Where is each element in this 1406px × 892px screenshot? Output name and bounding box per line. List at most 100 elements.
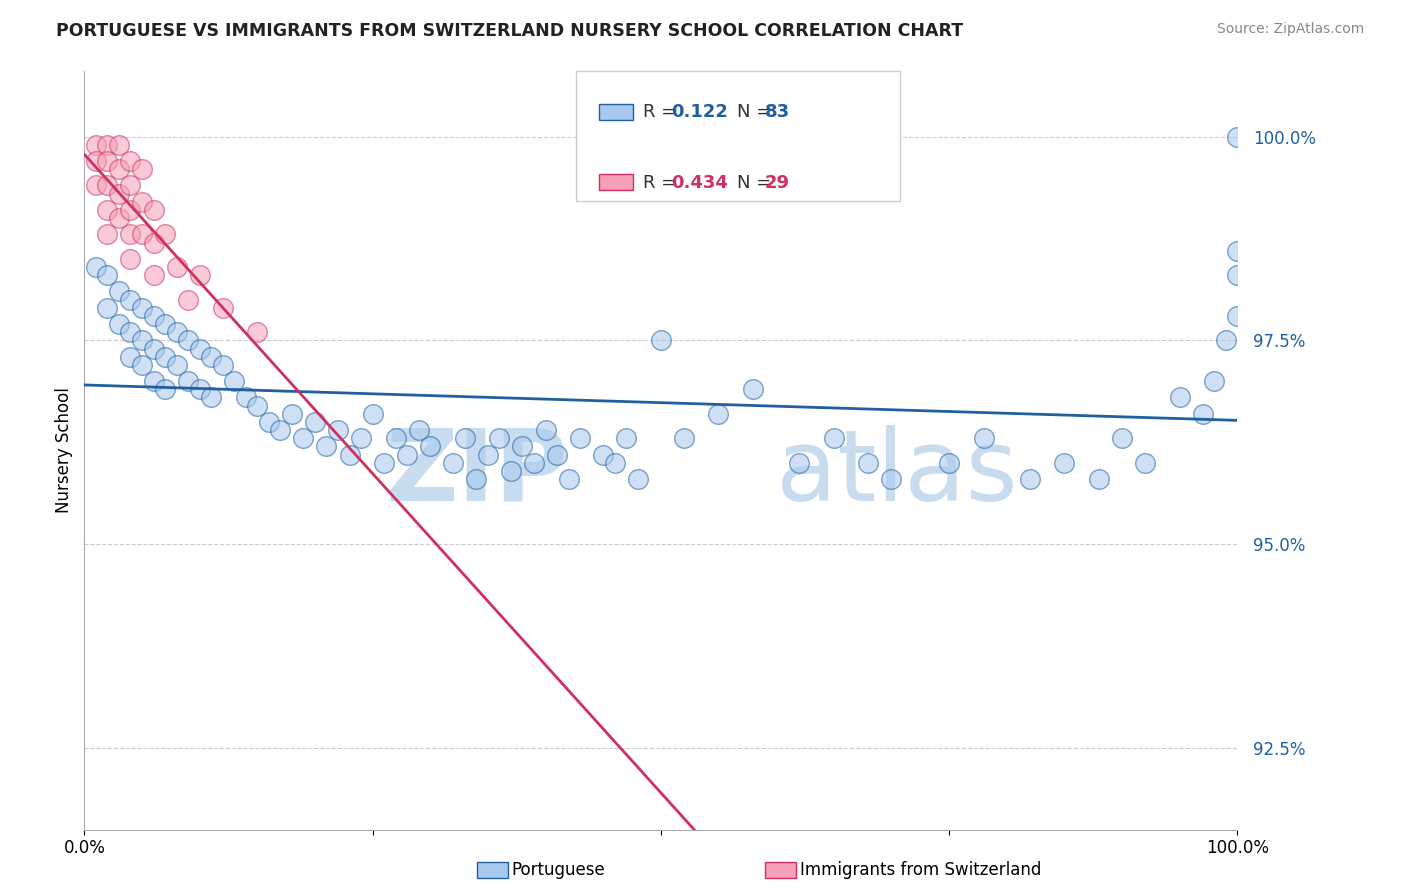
- Point: [1133, 456, 1156, 470]
- Point: [108, 285, 131, 299]
- Point: [787, 456, 810, 470]
- Point: [131, 358, 153, 372]
- Point: [534, 423, 557, 437]
- Point: [166, 260, 188, 274]
- Point: [131, 227, 153, 242]
- Text: N =: N =: [737, 174, 776, 192]
- Text: Source: ZipAtlas.com: Source: ZipAtlas.com: [1216, 22, 1364, 37]
- Point: [742, 382, 765, 396]
- Point: [131, 334, 153, 348]
- Text: R =: R =: [643, 174, 682, 192]
- Point: [211, 301, 233, 315]
- Point: [973, 431, 995, 445]
- Point: [569, 431, 592, 445]
- Point: [1204, 374, 1226, 388]
- Point: [108, 137, 131, 152]
- Text: PORTUGUESE VS IMMIGRANTS FROM SWITZERLAND NURSERY SCHOOL CORRELATION CHART: PORTUGUESE VS IMMIGRANTS FROM SWITZERLAN…: [56, 22, 963, 40]
- Point: [84, 178, 107, 193]
- Point: [880, 472, 903, 486]
- Text: R =: R =: [643, 103, 682, 121]
- Text: N =: N =: [737, 103, 776, 121]
- Point: [281, 407, 304, 421]
- Point: [120, 154, 142, 169]
- Point: [1053, 456, 1076, 470]
- Point: [315, 439, 337, 453]
- Point: [96, 227, 118, 242]
- Point: [188, 382, 211, 396]
- Point: [465, 472, 488, 486]
- Point: [96, 301, 118, 315]
- Point: [108, 211, 131, 226]
- Point: [142, 202, 165, 217]
- Point: [96, 178, 118, 193]
- Point: [84, 137, 107, 152]
- Text: Immigrants from Switzerland: Immigrants from Switzerland: [800, 861, 1042, 879]
- Point: [108, 317, 131, 331]
- Point: [188, 342, 211, 356]
- Point: [84, 260, 107, 274]
- Point: [384, 431, 406, 445]
- Point: [408, 423, 430, 437]
- Point: [1215, 334, 1237, 348]
- Point: [120, 293, 142, 307]
- Point: [257, 415, 280, 429]
- Text: 0.122: 0.122: [671, 103, 727, 121]
- Point: [672, 431, 695, 445]
- Point: [166, 325, 188, 339]
- Point: [361, 407, 384, 421]
- Point: [858, 456, 880, 470]
- Point: [1226, 244, 1249, 258]
- Point: [269, 423, 291, 437]
- Point: [120, 227, 142, 242]
- Text: ZIP: ZIP: [385, 425, 568, 522]
- Point: [419, 439, 441, 453]
- Point: [557, 472, 579, 486]
- Point: [131, 301, 153, 315]
- Point: [153, 350, 176, 364]
- Text: 83: 83: [765, 103, 790, 121]
- Point: [188, 268, 211, 282]
- Point: [120, 252, 142, 266]
- Point: [84, 154, 107, 169]
- Point: [454, 431, 477, 445]
- Point: [823, 431, 845, 445]
- Point: [131, 162, 153, 177]
- Y-axis label: Nursery School: Nursery School: [55, 387, 73, 514]
- Point: [650, 334, 672, 348]
- Point: [488, 431, 510, 445]
- Point: [120, 202, 142, 217]
- Point: [938, 456, 960, 470]
- Text: atlas: atlas: [776, 425, 1018, 522]
- Point: [153, 227, 176, 242]
- Point: [131, 194, 153, 209]
- Point: [1226, 309, 1249, 323]
- Point: [96, 268, 118, 282]
- Point: [1088, 472, 1111, 486]
- Point: [177, 293, 200, 307]
- Point: [153, 382, 176, 396]
- Point: [477, 448, 499, 462]
- Point: [1018, 472, 1040, 486]
- Point: [339, 448, 361, 462]
- Point: [499, 464, 522, 478]
- Text: Portuguese: Portuguese: [512, 861, 606, 879]
- Point: [1111, 431, 1133, 445]
- Point: [512, 439, 534, 453]
- Point: [1191, 407, 1213, 421]
- Point: [120, 178, 142, 193]
- Point: [592, 448, 614, 462]
- Point: [177, 374, 200, 388]
- Point: [627, 472, 650, 486]
- Point: [246, 325, 269, 339]
- Point: [142, 309, 165, 323]
- Point: [96, 154, 118, 169]
- Point: [177, 334, 200, 348]
- Point: [373, 456, 395, 470]
- Point: [326, 423, 349, 437]
- Point: [108, 186, 131, 201]
- Point: [235, 391, 257, 405]
- Point: [246, 399, 269, 413]
- Point: [603, 456, 626, 470]
- Point: [153, 317, 176, 331]
- Point: [1168, 391, 1191, 405]
